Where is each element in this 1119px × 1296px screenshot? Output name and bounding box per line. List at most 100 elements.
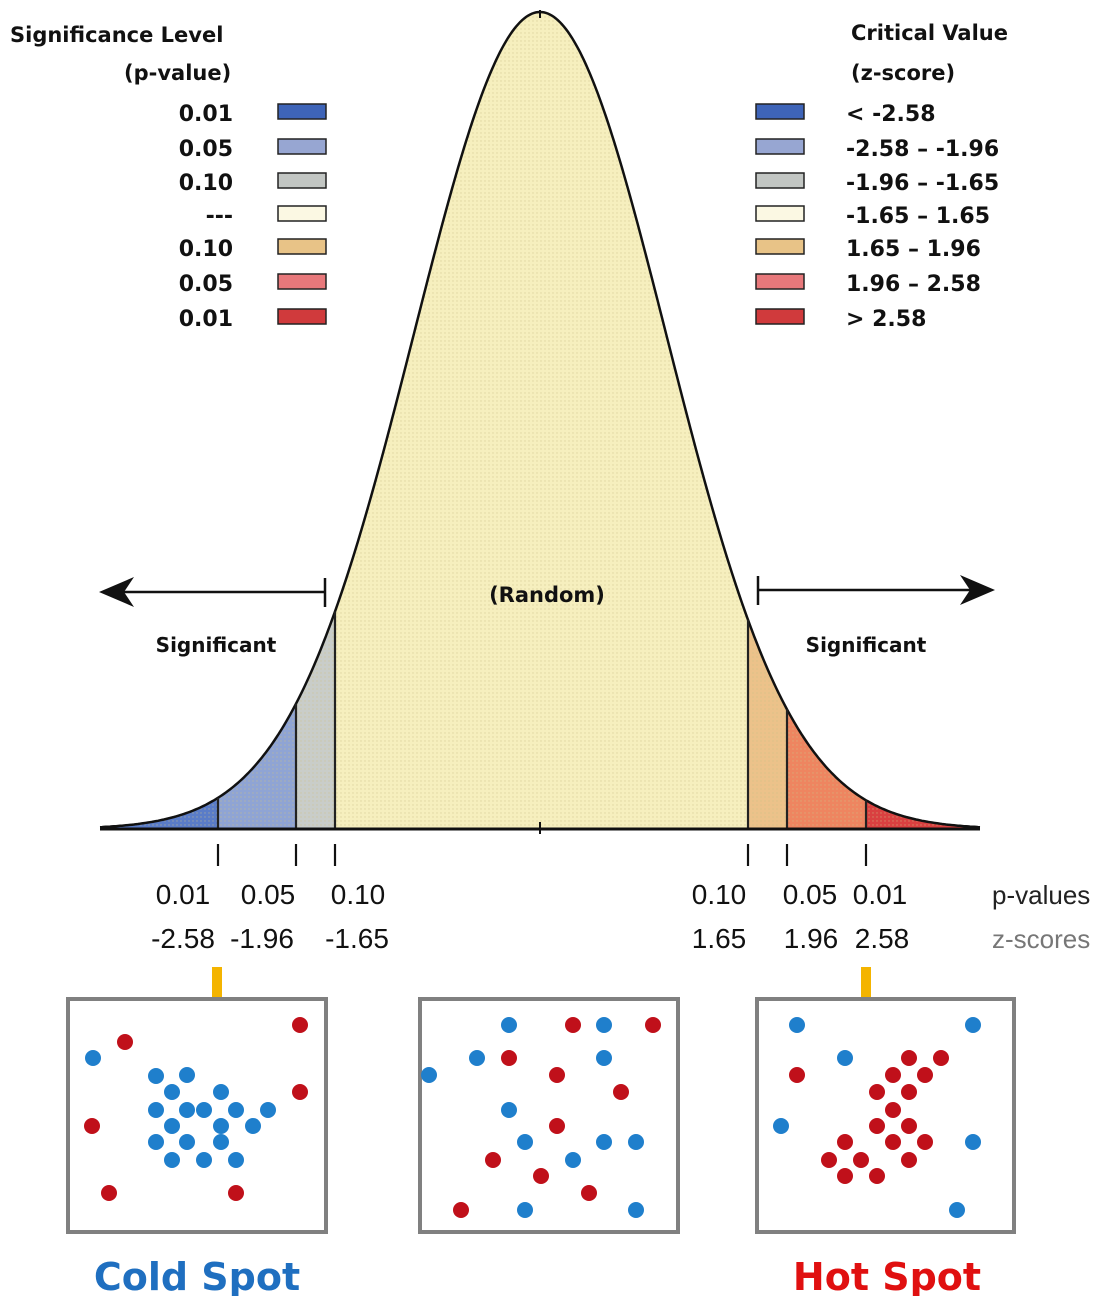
hot-spot-panel: [755, 997, 1016, 1234]
red-dot: [117, 1034, 133, 1050]
blue-dot: [179, 1067, 195, 1083]
random-panel: [418, 997, 680, 1234]
red-dot: [645, 1017, 661, 1033]
blue-dot: [164, 1118, 180, 1134]
red-dot: [885, 1067, 901, 1083]
red-dot: [101, 1185, 117, 1201]
red-dot: [292, 1084, 308, 1100]
right-legend-swatch: [755, 103, 805, 120]
red-dot: [501, 1050, 517, 1066]
threshold-ticks: 0.01 -2.58 0.05 -1.96 0.10 -1.65 0.10 1.65 0.05 1…: [151, 844, 909, 954]
p-values-axis-label: p-values: [992, 880, 1090, 910]
blue-dot: [213, 1084, 229, 1100]
blue-dot: [965, 1134, 981, 1150]
z-score-tick-label: 1.65: [692, 923, 747, 954]
legend-right-subtitle: (z-score): [851, 61, 955, 85]
right-legend-label: -1.96 – -1.65: [846, 171, 999, 196]
legend-significance-level: Significance Level (p-value) 0.01 0.05 0.1…: [10, 23, 327, 332]
left-legend-label: ---: [206, 204, 233, 229]
z-score-tick-label: -2.58: [151, 923, 215, 954]
z-score-tick-label: -1.96: [230, 923, 294, 954]
left-legend-swatch: [277, 308, 327, 325]
hot-99-region-texture: [866, 800, 980, 829]
red-dot: [869, 1168, 885, 1184]
blue-dot: [789, 1017, 805, 1033]
blue-dot: [501, 1017, 517, 1033]
right-legend-swatch: [755, 172, 805, 189]
hot-spot-label: Hot Spot: [793, 1255, 981, 1296]
left-legend-label: 0.05: [179, 137, 233, 162]
red-dot: [869, 1118, 885, 1134]
blue-dot: [596, 1134, 612, 1150]
left-legend-swatch: [277, 205, 327, 222]
red-dot: [917, 1134, 933, 1150]
left-significant-label: Significant: [156, 633, 277, 657]
blue-dot: [85, 1050, 101, 1066]
red-dot: [821, 1152, 837, 1168]
red-dot: [453, 1202, 469, 1218]
right-legend-label: -1.65 – 1.65: [846, 204, 990, 229]
red-dot: [901, 1050, 917, 1066]
blue-dot: [164, 1152, 180, 1168]
cold-90-region-texture: [296, 611, 335, 829]
left-legend-label: 0.01: [179, 307, 233, 332]
left-legend-label: 0.01: [179, 102, 233, 127]
z-scores-axis-label: z-scores: [992, 924, 1090, 954]
blue-dot: [596, 1017, 612, 1033]
significance-arrows: [99, 575, 995, 607]
p-value-tick-label: 0.01: [156, 879, 211, 910]
p-value-tick-label: 0.10: [692, 879, 747, 910]
z-score-tick-label: 1.96: [784, 923, 839, 954]
blue-dot: [628, 1134, 644, 1150]
z-score-tick-label: 2.58: [855, 923, 910, 954]
right-legend-swatch: [755, 273, 805, 290]
blue-dot: [260, 1102, 276, 1118]
cold-99-region-texture: [100, 797, 218, 829]
blue-dot: [148, 1102, 164, 1118]
cold-95-region-texture: [218, 703, 296, 829]
random-label: (Random): [489, 583, 605, 607]
blue-dot: [517, 1134, 533, 1150]
blue-dot: [245, 1118, 261, 1134]
red-dot: [869, 1084, 885, 1100]
red-dot: [581, 1185, 597, 1201]
left-legend-swatch: [277, 273, 327, 290]
p-value-tick-label: 0.01: [853, 879, 908, 910]
red-dot: [228, 1185, 244, 1201]
red-dot: [485, 1152, 501, 1168]
blue-dot: [837, 1050, 853, 1066]
z-score-tick-label: -1.65: [325, 923, 389, 954]
red-dot: [901, 1152, 917, 1168]
left-legend-label: 0.05: [179, 272, 233, 297]
legend-critical-value: Critical Value (z-score) < -2.58 -2.58 – …: [755, 21, 1008, 332]
red-dot: [789, 1067, 805, 1083]
cold-spot-label: Cold Spot: [94, 1255, 300, 1296]
left-legend-swatch: [277, 238, 327, 255]
right-legend-swatch: [755, 138, 805, 155]
blue-dot: [628, 1202, 644, 1218]
red-dot: [549, 1118, 565, 1134]
red-dot: [837, 1134, 853, 1150]
red-dot: [837, 1168, 853, 1184]
p-value-tick-label: 0.05: [783, 879, 838, 910]
blue-dot: [164, 1084, 180, 1100]
right-legend-label: 1.65 – 1.96: [846, 237, 981, 262]
blue-dot: [213, 1118, 229, 1134]
right-legend-swatch: [755, 205, 805, 222]
red-dot: [901, 1118, 917, 1134]
blue-dot: [228, 1152, 244, 1168]
right-legend-label: < -2.58: [846, 102, 936, 127]
blue-dot: [421, 1067, 437, 1083]
left-legend-swatch: [277, 103, 327, 120]
right-legend-swatch: [755, 308, 805, 325]
blue-dot: [213, 1134, 229, 1150]
red-dot: [292, 1017, 308, 1033]
blue-dot: [228, 1102, 244, 1118]
right-legend-label: 1.96 – 2.58: [846, 272, 981, 297]
blue-dot: [148, 1134, 164, 1150]
blue-dot: [565, 1152, 581, 1168]
spot-panels: [66, 997, 1016, 1234]
left-legend-label: 0.10: [179, 171, 233, 196]
blue-dot: [596, 1050, 612, 1066]
